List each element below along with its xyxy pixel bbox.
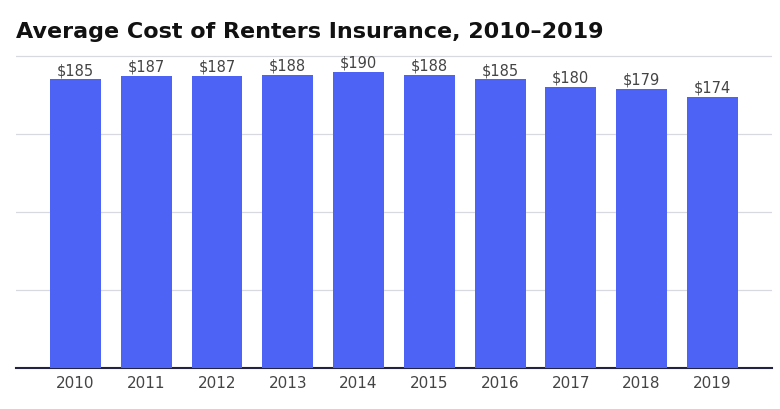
Text: $188: $188 [411,58,448,73]
Bar [50,80,101,368]
Text: $187: $187 [198,60,236,75]
Text: $187: $187 [128,60,165,75]
Text: $185: $185 [57,63,94,78]
Text: $174: $174 [693,80,731,95]
Bar [192,77,243,368]
Text: $185: $185 [481,63,519,78]
Text: Average Cost of Renters Insurance, 2010–2019: Average Cost of Renters Insurance, 2010–… [16,22,603,42]
Text: $188: $188 [269,58,307,73]
Bar [474,80,526,368]
Bar [545,88,596,368]
Bar [262,76,314,368]
Text: $190: $190 [340,55,378,70]
Text: $180: $180 [552,71,590,85]
Bar [687,97,738,368]
Bar [616,90,667,368]
Bar [333,72,384,368]
Bar [404,76,455,368]
Text: $179: $179 [623,72,660,87]
Bar [121,77,172,368]
